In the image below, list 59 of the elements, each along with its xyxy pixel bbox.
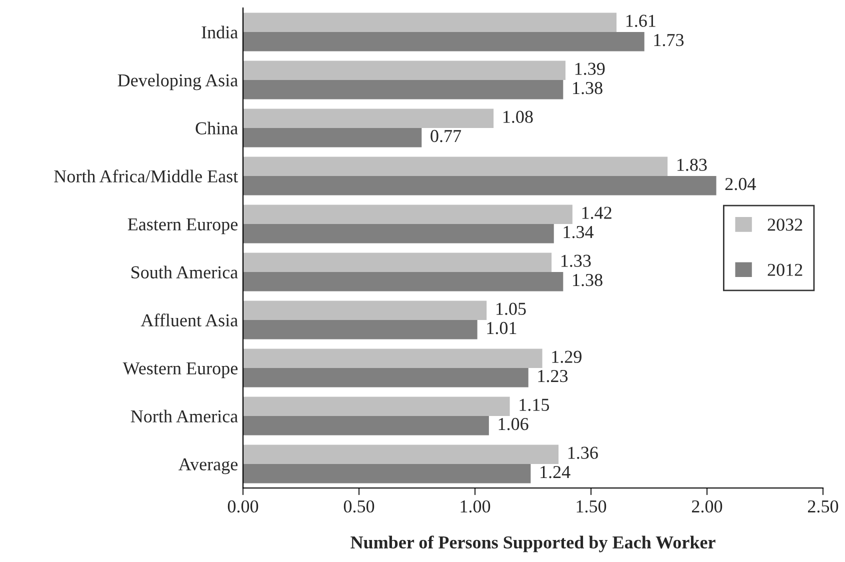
data-label: 1.01 [487, 322, 516, 334]
bar [243, 108, 494, 128]
y-tick-label: Developing Asia [118, 74, 238, 90]
bar [243, 32, 644, 52]
data-label: 1.29 [552, 350, 582, 363]
bar [243, 156, 668, 176]
data-label: 1.08 [503, 110, 533, 123]
legend-label: 2012 [768, 264, 802, 276]
data-label: 1.05 [496, 302, 526, 315]
x-tick-label: 2.00 [692, 500, 722, 513]
data-label: 0.77 [430, 130, 462, 142]
x-tick-label: 1.50 [576, 500, 606, 513]
bar [243, 176, 716, 196]
bar [243, 128, 422, 148]
y-tick-label: China [196, 122, 238, 134]
y-tick-label: Eastern Europe [128, 218, 238, 234]
data-label: 1.33 [561, 254, 591, 267]
x-tick-label: 0.00 [228, 500, 258, 513]
bar [243, 320, 478, 340]
y-tick-label: Affluent Asia [140, 314, 238, 326]
x-axis-title: Number of Persons Supported by Each Worker [350, 536, 716, 552]
bar [243, 368, 528, 388]
data-label: 1.23 [538, 370, 568, 382]
bar [243, 60, 566, 80]
y-tick-label: North Africa/Middle East [54, 170, 238, 182]
bar [243, 396, 510, 416]
data-label: 1.36 [568, 446, 598, 459]
data-label: 1.38 [573, 274, 602, 286]
data-label: 1.38 [573, 82, 602, 94]
y-tick-label: Average [178, 458, 238, 474]
data-label: 1.83 [677, 158, 707, 171]
x-tick-label: 1.00 [460, 500, 490, 513]
y-tick-label: South America [132, 266, 238, 278]
bar [243, 80, 564, 100]
bar [243, 444, 559, 464]
bar [243, 204, 572, 224]
data-label: 1.42 [582, 206, 612, 219]
legend-label: 2032 [768, 218, 802, 231]
y-tick-label: Western Europe [122, 362, 238, 378]
bar [243, 464, 531, 484]
bar [243, 272, 564, 292]
bar [243, 224, 554, 244]
y-tick-label: North America [130, 410, 238, 422]
bar [243, 416, 489, 436]
data-label: 1.39 [575, 62, 605, 75]
x-tick-label: 0.50 [344, 500, 374, 513]
data-label: 2.04 [725, 178, 756, 190]
y-tick-label: India [202, 26, 238, 38]
data-label: 1.15 [520, 398, 550, 411]
data-label: 1.24 [540, 466, 570, 478]
bar [243, 348, 542, 368]
bar [243, 252, 552, 272]
bar [243, 300, 487, 320]
bar [243, 12, 617, 32]
data-label: 1.34 [564, 226, 594, 238]
x-tick-label: 2.50 [808, 500, 838, 513]
data-label: 1.06 [498, 418, 528, 430]
data-label: 1.73 [654, 34, 684, 46]
data-label: 1.61 [626, 14, 656, 27]
